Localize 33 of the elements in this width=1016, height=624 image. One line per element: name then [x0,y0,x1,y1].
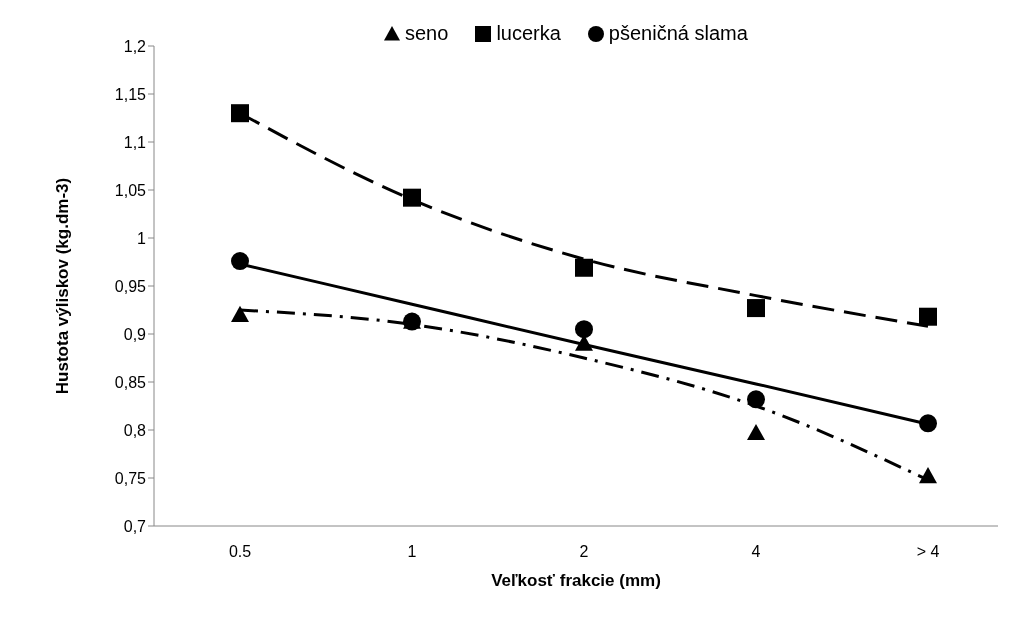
x-tick-label: 0.5 [228,543,252,561]
y-tick-label: 1,2 [123,37,147,55]
point [747,299,765,318]
y-axis-title: Hustota výliskov (kg.dm-3) [53,177,73,395]
point [231,252,249,271]
x-tick-label: 2 [579,543,589,561]
y-tick-label: 1,1 [123,133,147,151]
point [919,414,937,433]
point [919,467,937,484]
point [919,307,937,326]
y-tick-label: 0,75 [114,469,147,487]
y-tick-label: 1 [137,229,147,247]
x-tick-label: > 4 [916,543,940,561]
y-tick-label: 0,9 [123,325,147,343]
point [231,104,249,123]
y-tick-label: 1,05 [114,181,147,199]
legend-label: lucerka [496,22,561,45]
y-tick-label: 0,85 [114,373,147,391]
x-tick-label: 4 [751,543,761,561]
point [575,320,593,339]
legend-label: pšeničná slama [608,22,748,45]
point [231,305,249,322]
point [403,188,421,207]
x-axis-title: Veľkosť frakcie (mm) [491,571,661,590]
y-tick-label: 0,7 [123,517,147,535]
x-tick-label: 1 [407,543,417,561]
legend-label: seno [405,22,449,45]
y-tick-label: 0,95 [114,277,147,295]
point [747,423,765,441]
y-tick-label: 1,15 [114,85,147,103]
point [575,258,593,277]
point [747,390,765,409]
y-tick-label: 0,8 [123,421,147,439]
